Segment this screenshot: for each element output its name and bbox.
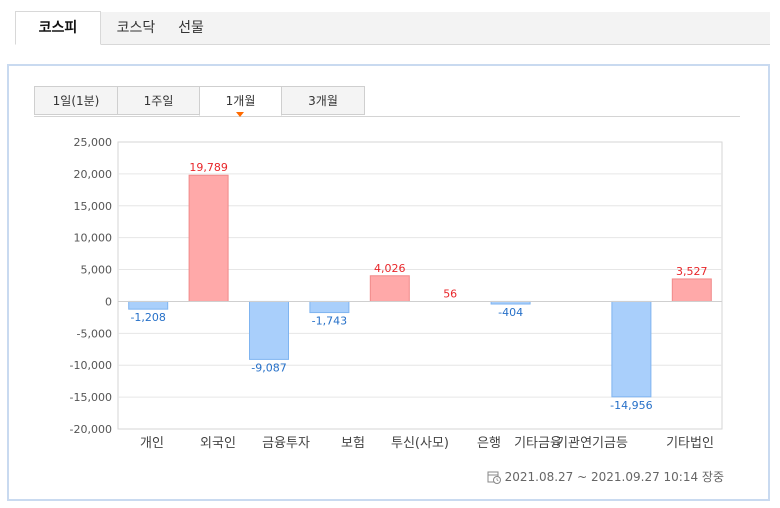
y-tick-label: 15,000	[74, 200, 113, 213]
bar	[309, 300, 350, 314]
bar	[369, 275, 410, 302]
tab-kosdaq[interactable]: 코스닥	[116, 20, 156, 36]
period-tabs: 1일(1분) 1주일 1개월 3개월	[34, 86, 740, 117]
x-tick-label: 기타법인	[666, 436, 714, 451]
tab-kospi[interactable]: 코스피	[15, 11, 101, 45]
tab-1day[interactable]: 1일(1분)	[34, 86, 118, 115]
y-tick-label: 5,000	[81, 264, 113, 277]
x-tick-label: 개인	[140, 436, 164, 451]
data-label: 56	[443, 287, 457, 300]
y-tick-label: 0	[105, 295, 112, 308]
x-tick-label: 금융투자	[262, 436, 310, 451]
y-tick-label: -15,000	[70, 391, 112, 404]
x-tick-label: 연기금등	[580, 436, 628, 451]
market-tabs: 코스피 코스닥 선물	[15, 11, 770, 45]
date-range: 2021.08.27 ~ 2021.09.27 10:14 장중	[487, 468, 724, 485]
x-tick-label: 기관	[556, 436, 580, 451]
data-label: -14,956	[610, 399, 652, 412]
tab-futures[interactable]: 선물	[178, 20, 204, 36]
y-tick-label: 10,000	[74, 232, 113, 245]
x-tick-label: 기타금융	[514, 436, 562, 451]
y-tick-label: 25,000	[74, 136, 113, 149]
y-tick-label: -10,000	[70, 359, 112, 372]
data-label: 3,527	[676, 265, 708, 278]
date-range-text: 2021.08.27 ~ 2021.09.27 10:14 장중	[504, 470, 724, 484]
x-tick-label: 투신(사모)	[391, 436, 449, 451]
x-tick-label: 보험	[341, 436, 365, 451]
bar	[128, 300, 169, 310]
y-tick-label: -20,000	[70, 423, 112, 436]
tab-1month[interactable]: 1개월	[199, 86, 282, 116]
bar	[671, 278, 712, 302]
y-tick-label: -5,000	[77, 327, 112, 340]
tab-3month[interactable]: 3개월	[281, 86, 365, 115]
data-label: 19,789	[189, 161, 228, 174]
y-tick-label: 20,000	[74, 168, 113, 181]
bar	[249, 300, 289, 360]
active-tab-caret-icon	[236, 112, 244, 117]
tab-1week[interactable]: 1주일	[117, 86, 200, 115]
bar	[611, 300, 652, 398]
bar	[188, 174, 229, 302]
data-label: -1,208	[130, 311, 165, 324]
data-label: -1,743	[312, 315, 347, 328]
x-tick-label: 외국인	[200, 436, 236, 451]
calendar-clock-icon	[487, 471, 501, 484]
data-label: 4,026	[374, 262, 406, 275]
x-tick-label: 은행	[477, 435, 501, 451]
data-label: -404	[498, 306, 523, 319]
data-label: -9,087	[251, 361, 286, 374]
